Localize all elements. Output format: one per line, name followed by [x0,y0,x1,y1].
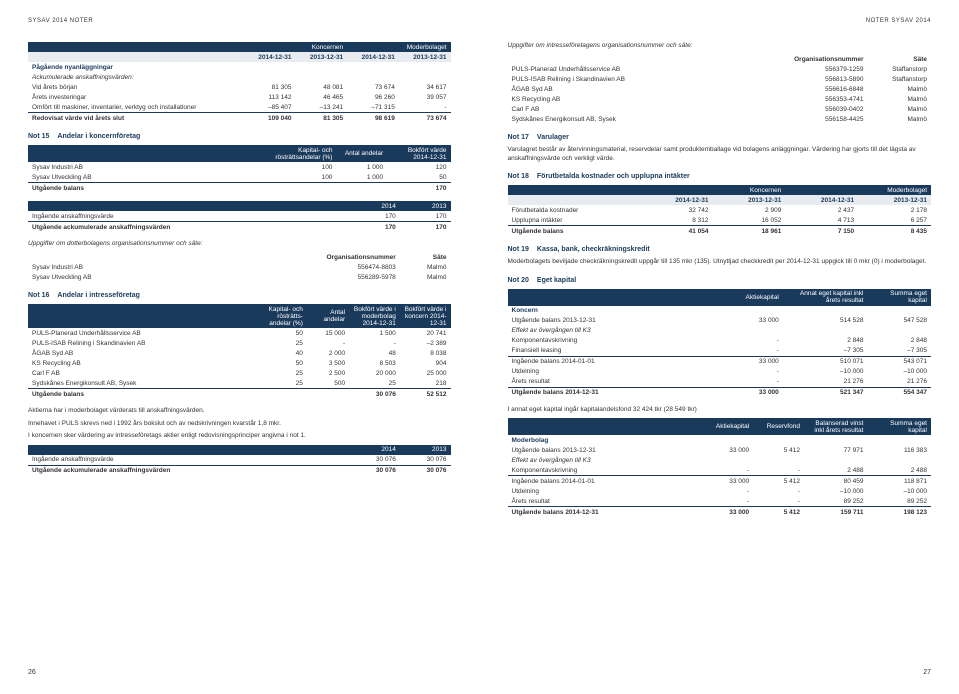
table-associate-cost: 20142013 Ingående anskaffningsvärde30 07… [28,445,451,476]
note-15-title: Not 15Andelar i koncernföretag [28,133,451,140]
table-prepaid: KoncernenModerbolaget 2014-12-312013-12-… [508,185,932,236]
table-row: Sysav Utveckling AB1001 00050 [28,172,451,183]
page-right: NOTER SYSAV 2014 Uppgifter om intressefö… [480,0,959,694]
equity-group-note: I annat eget kapital ingår kapitalandels… [508,406,932,414]
table-associate-org: OrganisationsnummerSäte PULS-Planerad Un… [508,54,932,124]
note-16-title: Not 16Andelar i intresseföretag [28,292,451,299]
table-row: Komponentavskrivning--2 4882 488 [508,465,932,476]
table-row: Utgående balans 2014-12-3133 000521 3475… [508,387,932,398]
associate-note-1: Aktierna har i moderbolaget värderats ti… [28,407,451,415]
table-row: Carl F AB556039-0402Malmö [508,104,932,114]
table-row: Sysav Industri AB1001 000120 [28,162,451,172]
table-row: Utgående balans170 [28,183,451,194]
table-row: Förutbetalda kostnader32 7422 9092 4372 … [508,205,932,215]
associate-note-3: I koncernen sker värdering av intressefö… [28,432,451,440]
header-left: SYSAV 2014 NOTER [28,18,451,24]
table-row: ÅGAB Syd AB402 000488 038 [28,348,451,358]
table-row: Redovisat värde vid årets slut109 04081 … [28,113,451,124]
note-19-title: Not 19Kassa, bank, checkräkningskredit [508,246,932,253]
header-right: NOTER SYSAV 2014 [508,18,932,24]
table-equity-parent: AktiekapitalReservfondBalanserad vinst i… [508,418,932,517]
table-row: Komponentavskrivning-2 8482 848 [508,336,932,346]
table-row: Årets investeringar113 14246 46596 26039… [28,92,451,102]
table-row: Utdelning-–10 000–10 000 [508,367,932,377]
table-row: Årets resultat-21 27621 276 [508,377,932,388]
page-left: SYSAV 2014 NOTER KoncernenModerbolaget 2… [0,0,480,694]
table-row: Upplupna intäkter8 31216 0524 7136 257 [508,215,932,226]
table-row: ÅGAB Syd AB556616-6848Malmö [508,84,932,94]
associates-info-intro: Uppgifter om intresseföretagens organisa… [508,42,932,50]
table-row: KS Recycling AB556353-4741Malmö [508,94,932,104]
table-row: PULS-Planerad Underhållsservice AB556379… [508,64,932,74]
table-equity-group: AktiekapitalAnnat eget kapital inkl året… [508,289,932,398]
page-number-left: 26 [28,669,36,676]
table-row: Sydskånes Energikonsult AB, Sysek556158-… [508,114,932,124]
table-row: Ingående balans 2014-01-0133 000510 0715… [508,356,932,367]
table-subsidiary-shares: Kapital- och rösträttsandelar (%)Antal a… [28,145,451,193]
note-19-text: Moderbolagets beviljade checkräkningskre… [508,258,932,266]
table-subsidiary-cost: 20142013 Ingående anskaffningsvärde17017… [28,201,451,232]
table-row: PULS-ISAB Relining i Skandinavien AB5568… [508,74,932,84]
table-row: Sysav Utveckling AB556289-5978Malmö [28,272,451,282]
table-row: Utdelning--–10 000–10 000 [508,486,932,496]
table-row: Ingående anskaffningsvärde170170 [28,211,451,222]
table-row: Utgående balans41 05418 9617 1508 435 [508,226,932,237]
note-17-title: Not 17Varulager [508,134,932,141]
note-18-title: Not 18Förutbetalda kostnader och upplupn… [508,173,932,180]
table-associate-shares: Kapital- och rösträtts-andelar (%)Antal … [28,304,451,399]
table-row: Utgående balans 2013-12-3133 000514 5285… [508,316,932,326]
table-row: Utgående ackumulerade anskaffningsvärden… [28,465,451,476]
table-row: Utgående balans30 07652 512 [28,389,451,400]
table-row: Finansiell leasing-–7 305–7 305 [508,346,932,357]
note-20-title: Not 20Eget kapital [508,277,932,284]
table-row: KS Recycling AB503 5008 503904 [28,358,451,368]
table-row: PULS-Planerad Underhållsservice AB5015 0… [28,328,451,338]
note-17-text: Varulagret består av återvinningsmateria… [508,146,932,163]
col-group-koncernen: Koncernen [244,42,347,52]
col-group-moderbolaget: Moderbolaget [347,42,450,52]
table-row: Ingående anskaffningsvärde30 07630 076 [28,455,451,466]
table-row: PULS-ISAB Relining i Skandinavien AB25--… [28,338,451,348]
table-row: Sysav Industri AB556474-8803Malmö [28,262,451,272]
table-row: Sydskånes Energikonsult AB, Sysek2550025… [28,378,451,389]
table-row: Vid årets början81 30548 08173 67434 617 [28,82,451,92]
page-number-right: 27 [923,669,931,676]
subsidiaries-info-intro: Uppgifter om dotterbolagens organisation… [28,240,451,248]
associate-note-2: Innehavet i PULS skrevs ned i 1992 års b… [28,420,451,428]
table-row: Carl F AB252 50020 00025 000 [28,368,451,378]
table-row: Ingående balans 2014-01-0133 0005 41280 … [508,476,932,487]
table-row: Utgående ackumulerade anskaffningsvärden… [28,222,451,233]
table-row: Utgående balans 2014-12-3133 0005 412159… [508,507,932,518]
table-row: Utgående balans 2013-12-3133 0005 41277 … [508,445,932,455]
table-row: Omfört till maskiner, inventarier, verkt… [28,102,451,113]
table-row: Årets resultat--89 25289 252 [508,496,932,507]
table-ongoing-constructions: KoncernenModerbolaget 2014-12-312013-12-… [28,42,451,123]
table-subsidiary-org: OrganisationsnummerSäte Sysav Industri A… [28,252,451,282]
